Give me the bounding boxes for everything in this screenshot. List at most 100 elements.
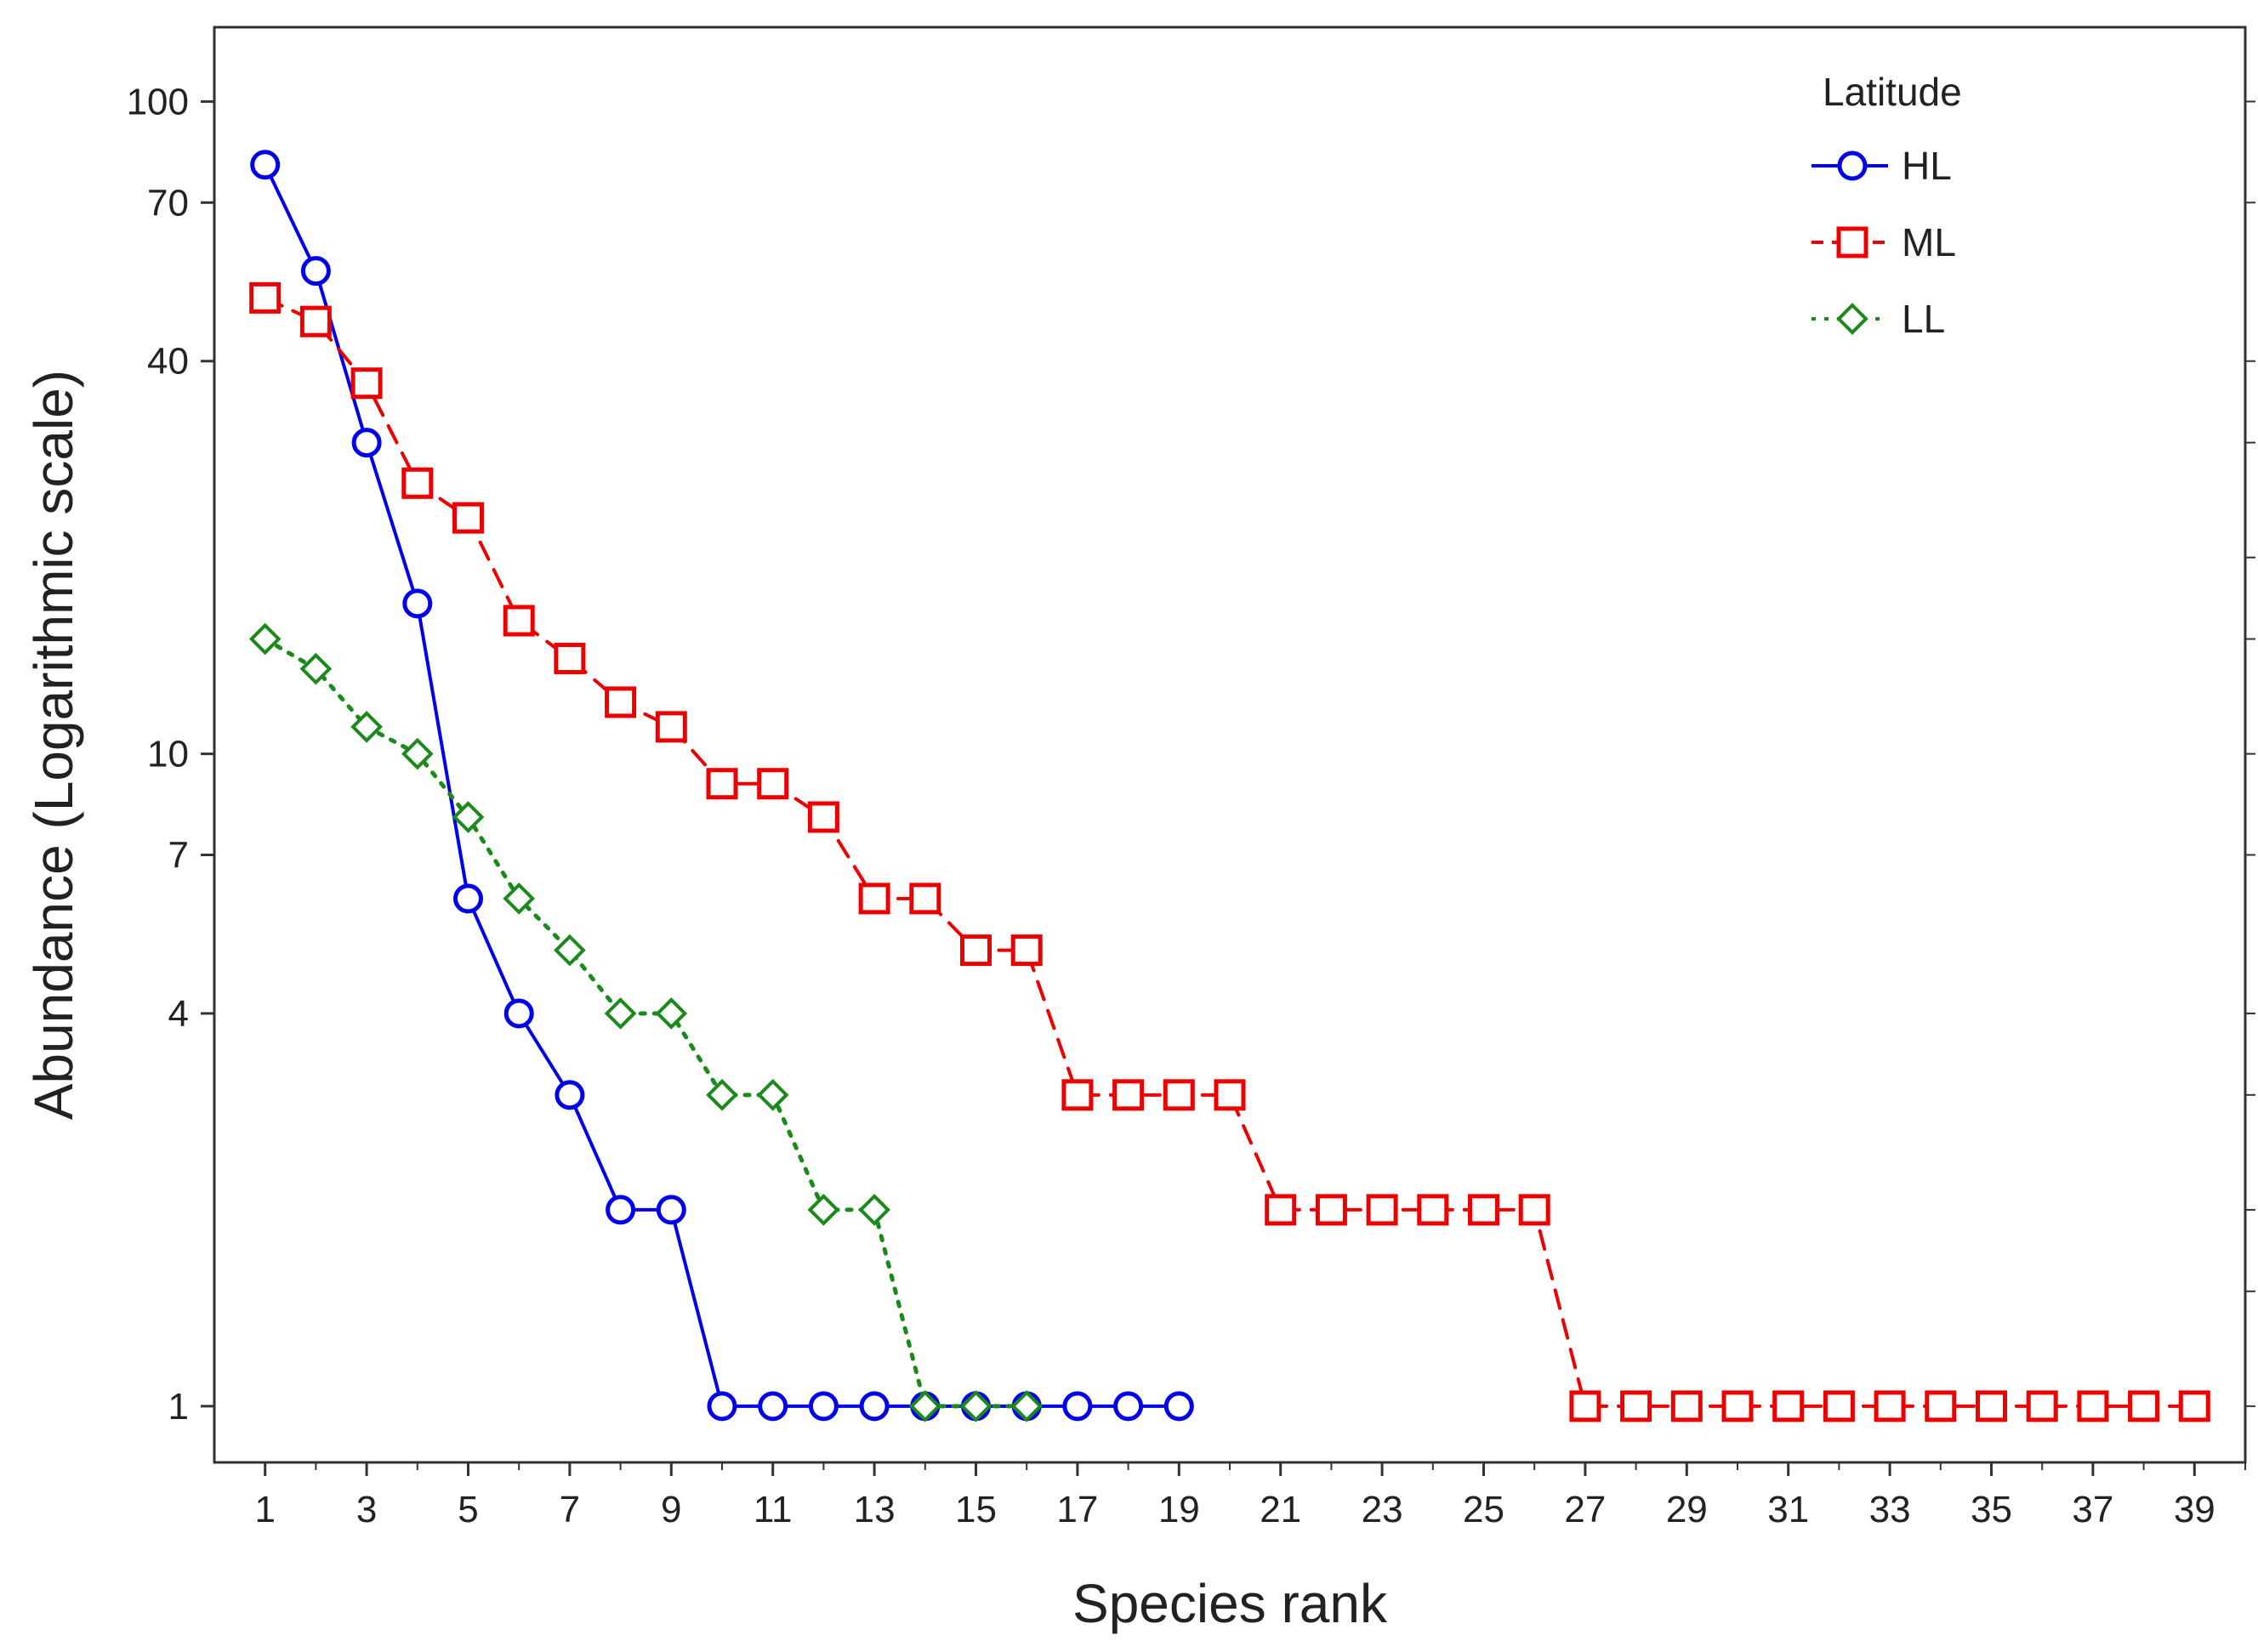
data-point-HL: [1062, 1391, 1093, 1422]
x-tick-label: 13: [854, 1489, 896, 1530]
x-tick-label: 21: [1260, 1489, 1301, 1530]
data-point-ML: [1620, 1390, 1652, 1422]
data-point-ML: [1265, 1194, 1297, 1226]
legend-label: ML: [1902, 220, 1956, 264]
data-point-LL: [655, 997, 688, 1030]
data-point-ML: [1518, 1194, 1550, 1226]
x-tick-label: 27: [1564, 1489, 1606, 1530]
data-point-LL: [248, 622, 282, 656]
data-point-HL: [453, 883, 483, 914]
x-tick-label: 25: [1463, 1489, 1504, 1530]
x-tick-label: 39: [2174, 1489, 2215, 1530]
data-point-ML: [1112, 1079, 1145, 1111]
series-layer: [248, 150, 2210, 1422]
data-point-ML: [1976, 1390, 2007, 1422]
x-tick-label: 35: [1971, 1489, 2012, 1530]
data-point-LL: [604, 997, 637, 1030]
data-point-ML: [1315, 1194, 1347, 1226]
x-tick-label: 29: [1666, 1489, 1708, 1530]
data-point-LL: [908, 1390, 941, 1422]
x-tick-label: 31: [1767, 1489, 1809, 1530]
legend-label: LL: [1902, 297, 1945, 341]
legend: Latitude HL ML LL: [1812, 70, 1962, 341]
data-point-HL: [606, 1195, 636, 1225]
x-tick-label: 33: [1869, 1489, 1911, 1530]
data-point-ML: [1874, 1390, 1906, 1422]
data-point-ML: [2077, 1390, 2109, 1422]
data-point-HL: [351, 428, 382, 458]
data-point-LL: [959, 1390, 992, 1422]
data-point-LL: [706, 1078, 738, 1111]
data-point-HL: [250, 150, 281, 180]
data-point-ML: [1061, 1079, 1094, 1111]
data-point-HL: [300, 256, 331, 287]
data-point-ML: [909, 883, 941, 915]
data-point-HL: [859, 1391, 890, 1422]
data-point-LL: [756, 1078, 789, 1111]
legend-swatch-marker: [1836, 303, 1868, 335]
data-point-HL: [503, 998, 534, 1029]
data-point-HL: [555, 1080, 585, 1110]
data-point-ML: [1417, 1194, 1449, 1226]
data-point-LL: [299, 652, 333, 685]
x-tick-label: 9: [661, 1489, 681, 1530]
data-point-ML: [1366, 1194, 1398, 1226]
x-tick-label: 23: [1362, 1489, 1403, 1530]
data-point-ML: [2178, 1390, 2210, 1422]
data-point-ML: [1468, 1194, 1499, 1226]
data-point-LL: [452, 801, 485, 833]
data-point-ML: [1721, 1390, 1754, 1422]
y-tick-label: 10: [147, 734, 189, 775]
data-point-ML: [299, 305, 332, 338]
x-tick-label: 1: [254, 1489, 275, 1530]
data-point-HL: [1113, 1391, 1144, 1422]
y-tick-label: 7: [168, 834, 189, 876]
data-point-ML: [605, 686, 637, 718]
y-tick-label: 4: [168, 993, 189, 1035]
data-point-ML: [1670, 1390, 1703, 1422]
x-axis-title: Species rank: [1072, 1573, 1388, 1634]
data-point-ML: [401, 467, 434, 499]
legend-swatch-marker: [1836, 226, 1868, 258]
data-point-ML: [706, 768, 738, 800]
data-point-HL: [1163, 1391, 1194, 1422]
legend-item-ML: ML: [1812, 220, 1956, 264]
data-point-ML: [554, 643, 586, 675]
data-point-ML: [655, 711, 687, 743]
data-point-ML: [249, 281, 282, 314]
series-LL: [248, 622, 1044, 1422]
data-point-ML: [1214, 1079, 1246, 1111]
x-tick-label: 37: [2072, 1489, 2113, 1530]
data-point-ML: [1925, 1390, 1957, 1422]
data-point-HL: [656, 1195, 686, 1225]
data-point-HL: [808, 1391, 839, 1422]
data-point-HL: [402, 588, 433, 619]
data-point-ML: [350, 367, 383, 400]
series-line-LL: [263, 637, 1029, 1409]
data-point-ML: [452, 502, 484, 534]
series-HL: [250, 150, 1194, 1422]
data-point-LL: [554, 934, 586, 967]
data-point-LL: [503, 883, 536, 915]
data-point-ML: [2026, 1390, 2058, 1422]
y-tick-label: 1: [168, 1386, 189, 1428]
data-point-ML: [807, 801, 839, 833]
data-point-HL: [707, 1391, 737, 1422]
data-point-ML: [757, 768, 789, 800]
y-tick-label: 40: [147, 341, 189, 383]
axis-layer: 1 3 5 7 9 11 13 15 17 19 21 23 25 27 29 31 33 35 37 3914710…: [127, 81, 2255, 1530]
data-point-LL: [350, 711, 383, 743]
data-point-LL: [807, 1194, 840, 1226]
x-tick-label: 15: [955, 1489, 997, 1530]
legend-label: HL: [1902, 144, 1952, 188]
data-point-ML: [1823, 1390, 1855, 1422]
data-point-ML: [1772, 1390, 1805, 1422]
x-tick-label: 17: [1056, 1489, 1098, 1530]
data-point-ML: [858, 883, 890, 915]
y-tick-label: 70: [147, 182, 189, 224]
data-point-LL: [401, 737, 434, 770]
series-line-ML: [263, 296, 2197, 1408]
x-tick-label: 3: [356, 1489, 377, 1530]
